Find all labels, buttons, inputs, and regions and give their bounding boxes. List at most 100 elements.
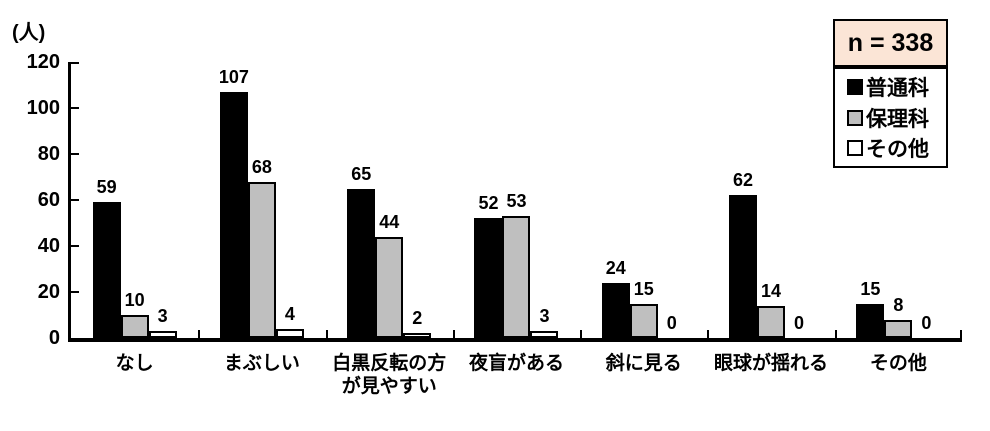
bar-value-label: 3 (157, 306, 168, 327)
x-category-label: なし (115, 353, 154, 374)
bar-value-label: 107 (218, 66, 249, 87)
bar-slot: 53 (502, 62, 531, 338)
legend-marker-icon (847, 140, 863, 157)
bar-group: 62 14 0 (707, 62, 834, 338)
bar-value-label: 8 (893, 294, 904, 315)
bar-その他 (530, 331, 559, 338)
bar-保理科 (757, 305, 786, 338)
bar-その他 (403, 333, 432, 338)
bar-slot: 44 (375, 62, 404, 338)
y-axis: 0 20 40 60 80 100 120 (14, 51, 60, 349)
bar-value-label: 0 (666, 313, 677, 333)
y-tick-label: 20 (37, 281, 60, 303)
plot-area: 59 10 3 107 68 4 65 44 2 52 53 3 24 15 0 62 14 0 15 8 0 (68, 62, 962, 342)
y-tick-label: 40 (37, 235, 60, 257)
y-tick-mark (71, 291, 79, 293)
y-tick-label: 80 (37, 143, 60, 165)
x-category-label: その他 (869, 353, 927, 374)
x-tick-mark (707, 330, 710, 338)
bar-普通科 (474, 218, 503, 338)
bar-value-label: 44 (379, 211, 400, 232)
bar-group: 107 68 4 (198, 62, 325, 338)
x-axis-labels: なし まぶしい 白黒反転の方 が見やすい 夜盲がある 斜に見る 眼球が揺れる その他 (71, 352, 962, 412)
y-axis-unit-label: (人) (12, 22, 46, 44)
bar-slot: 4 (275, 62, 304, 338)
bar-value-label: 14 (761, 280, 782, 301)
x-tick-mark (834, 330, 837, 338)
bar-slot: 24 (601, 62, 630, 338)
bar-slot: 3 (530, 62, 559, 338)
y-tick-mark (71, 107, 79, 109)
legend-marker-icon (847, 78, 863, 95)
bar-slot: 65 (347, 62, 376, 338)
bar-普通科 (729, 195, 758, 338)
bar-value-label: 3 (539, 306, 550, 327)
bar-value-label: 0 (794, 313, 805, 333)
x-category-label: 夜盲がある (468, 353, 564, 374)
bar-value-label: 59 (96, 177, 117, 198)
bar-group: 59 10 3 (71, 62, 198, 338)
legend-item: その他 (847, 133, 946, 163)
legend-marker-icon (847, 109, 863, 126)
bar-普通科 (347, 188, 376, 338)
bar-value-label: 0 (921, 313, 932, 333)
bar-保理科 (502, 216, 531, 338)
bar-保理科 (629, 303, 658, 338)
bar-slot: 8 (884, 62, 913, 338)
bar-普通科 (601, 282, 630, 338)
bar-slot: 15 (629, 62, 658, 338)
x-category-label: まぶしい (223, 353, 300, 374)
bar-普通科 (219, 91, 248, 338)
bar-value-label: 24 (605, 257, 626, 278)
bar-slot: 10 (120, 62, 149, 338)
y-tick-mark (71, 245, 79, 247)
legend-label: 保理科 (866, 107, 929, 131)
bar-slot: 2 (403, 62, 432, 338)
bar-保理科 (375, 236, 404, 338)
x-category-label: 白黒反転の方 が見やすい (332, 353, 447, 397)
bar-slot: 59 (92, 62, 121, 338)
bar-value-label: 2 (412, 308, 423, 329)
bar-group: 65 44 2 (326, 62, 453, 338)
legend-label: その他 (866, 138, 929, 162)
legend-label: 普通科 (866, 76, 929, 100)
bar-slot: 14 (757, 62, 786, 338)
x-tick-mark (325, 330, 328, 338)
bar-slot: 0 (658, 62, 686, 338)
bar-その他 (275, 328, 304, 338)
x-tick-mark (960, 330, 962, 338)
bar-その他 (148, 331, 177, 338)
x-tick-mark (198, 330, 201, 338)
bar-slot: 107 (218, 62, 249, 338)
bar-保理科 (120, 315, 149, 338)
bar-slot: 3 (148, 62, 177, 338)
bar-value-label: 62 (733, 170, 754, 191)
bar-value-label: 53 (506, 191, 527, 212)
bar-value-label: 15 (633, 278, 654, 299)
bar-slot: 68 (247, 62, 276, 338)
bar-value-label: 15 (860, 278, 881, 299)
legend-item: 保理科 (847, 103, 946, 133)
bar-value-label: 65 (351, 163, 372, 184)
bar-value-label: 10 (124, 290, 145, 310)
y-tick-label: 100 (26, 97, 60, 119)
y-tick-mark (71, 62, 79, 64)
bar-value-label: 4 (284, 303, 295, 324)
bar-slot: 15 (856, 62, 885, 338)
bar-保理科 (884, 319, 913, 338)
x-category-label: 斜に見る (605, 353, 682, 374)
bar-value-label: 68 (251, 156, 272, 177)
bar-普通科 (856, 303, 885, 338)
x-tick-mark (452, 330, 455, 338)
bar-group: 24 15 0 (580, 62, 707, 338)
bar-slot: 0 (785, 62, 813, 338)
bar-普通科 (92, 202, 121, 338)
bar-slot: 0 (912, 62, 940, 338)
bar-slot: 62 (729, 62, 758, 338)
bar-保理科 (247, 181, 276, 338)
bar-group: 15 8 0 (835, 62, 962, 338)
bar-value-label: 52 (478, 193, 499, 214)
legend-n-box: n = 338 (833, 19, 948, 67)
y-tick-label: 0 (48, 327, 60, 349)
